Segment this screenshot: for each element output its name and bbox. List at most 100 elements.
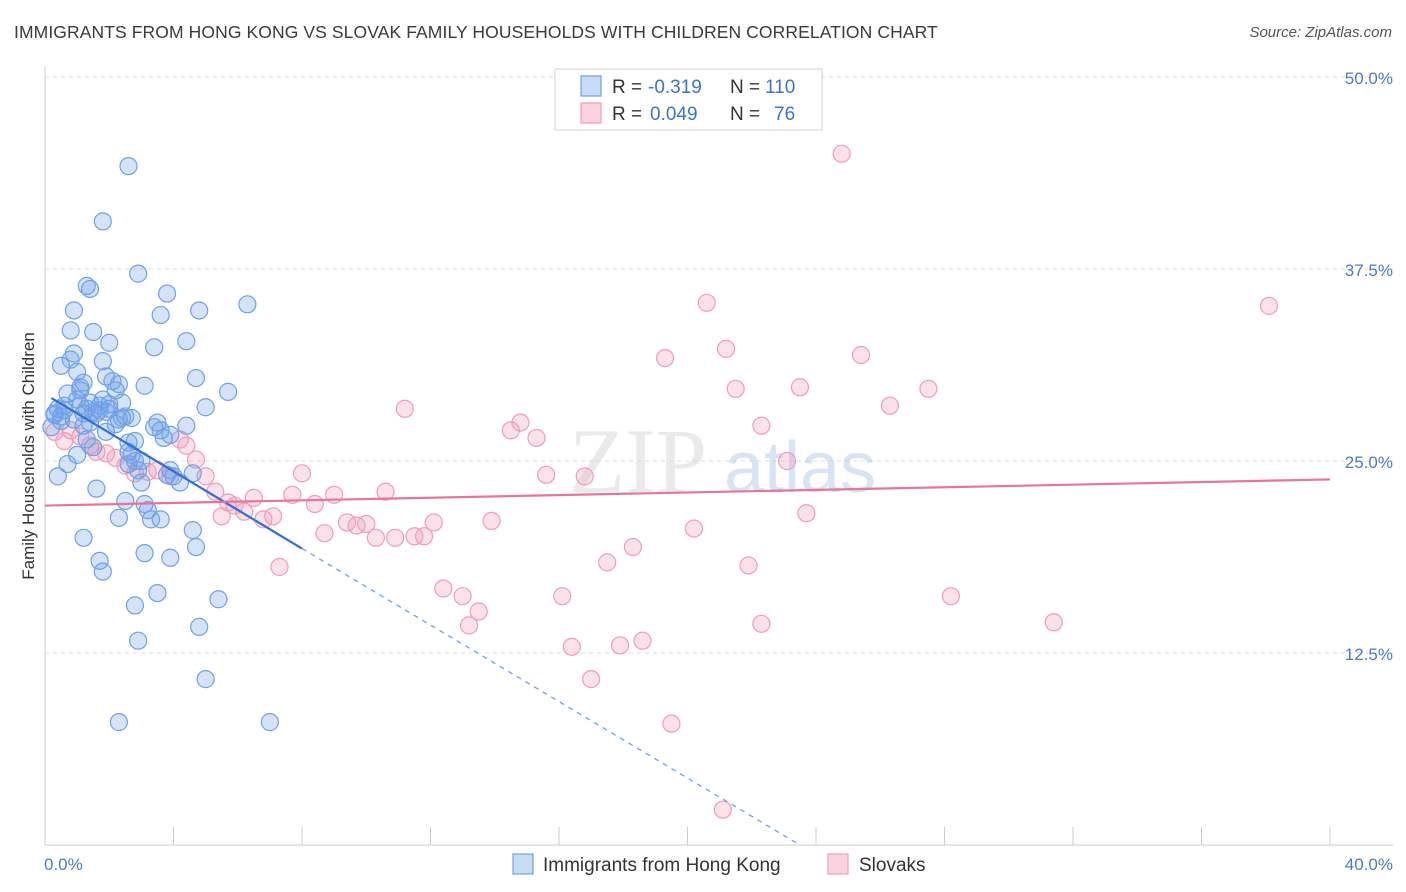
- legend-n-value-2: 76: [774, 104, 795, 125]
- chart-title: IMMIGRANTS FROM HONG KONG VS SLOVAK FAMI…: [14, 22, 938, 42]
- slovaks-point-36: [386, 528, 405, 547]
- slovaks-point-63: [716, 339, 736, 358]
- x-tick-label-1: 40.0%: [1345, 855, 1393, 874]
- slovaks-point-50: [553, 587, 572, 606]
- hong-kong-point-65: [84, 438, 103, 457]
- slovaks-point-22: [244, 488, 263, 507]
- y-tick-label-2: 37.5%: [1345, 261, 1393, 280]
- hong-kong-point-83: [129, 631, 148, 650]
- bottom-legend-pink-swatch: [827, 853, 849, 875]
- y-tick-label-3: 50.0%: [1345, 69, 1393, 88]
- slovaks-point-55: [610, 636, 630, 655]
- slovaks-point-77: [1259, 296, 1279, 315]
- hong-kong-point-75: [90, 551, 109, 570]
- watermark-atlas: atlas: [724, 428, 876, 508]
- legend-pink-swatch: [580, 102, 602, 124]
- hong-kong-point-84: [196, 670, 215, 689]
- y-tick-label-1: 25.0%: [1345, 453, 1393, 472]
- slovaks-point-52: [575, 467, 594, 486]
- legend-r-value-1: -0.319: [648, 77, 702, 98]
- hong-kong-point-11: [68, 362, 87, 382]
- slovaks-point-66: [752, 416, 771, 435]
- slovaks-point-61: [697, 293, 716, 312]
- slovaks-point-42: [453, 587, 472, 606]
- slovaks-point-33: [357, 514, 376, 534]
- legend-n-label-1: N =: [730, 77, 760, 98]
- hong-kong-trend-extension: [301, 547, 801, 846]
- hong-kong-point-51: [129, 264, 148, 283]
- trend-lines: [44, 397, 1331, 846]
- hong-kong-point-32: [132, 473, 151, 492]
- slovaks-point-25: [270, 557, 289, 577]
- hong-kong-point-72: [183, 521, 202, 540]
- slovaks-point-75: [941, 587, 961, 606]
- slovaks-point-64: [726, 379, 745, 398]
- hong-kong-point-50: [119, 156, 138, 176]
- hong-kong-point-107: [122, 408, 141, 428]
- slovaks-point-62: [713, 800, 732, 819]
- slovaks-point-38: [405, 527, 424, 546]
- slovaks-point-73: [880, 396, 899, 415]
- slovaks-point-24: [263, 507, 283, 526]
- slovaks-point-56: [623, 537, 642, 557]
- axes: [44, 66, 1393, 846]
- y-tick-label-0: 12.5%: [1345, 645, 1393, 664]
- slovaks-point-43: [459, 616, 479, 635]
- slovaks-point-69: [790, 378, 810, 397]
- hong-kong-point-82: [190, 617, 209, 636]
- slovaks-point-28: [305, 494, 324, 514]
- hong-kong-point-45: [93, 352, 112, 371]
- slovaks-point-68: [777, 451, 797, 471]
- x-tick-labels: 0.0% 40.0%: [44, 855, 1393, 874]
- slovaks-point-65: [739, 556, 758, 575]
- bottom-legend-blue-swatch: [512, 853, 534, 875]
- legend-r-label-2: R =: [612, 104, 642, 125]
- hong-kong-point-74: [74, 528, 93, 547]
- hong-kong-point-48: [77, 276, 96, 295]
- hong-kong-point-71: [151, 510, 170, 529]
- grid-lines: [45, 76, 1393, 654]
- hong-kong-point-52: [157, 284, 177, 303]
- hong-kong-point-106: [96, 367, 116, 386]
- hong-kong-point-70: [109, 508, 128, 527]
- slovaks-point-54: [598, 553, 617, 572]
- legend-r-label-1: R =: [612, 77, 642, 98]
- hong-kong-point-86: [260, 713, 279, 732]
- slovaks-point-48: [527, 428, 546, 448]
- hong-kong-point-59: [219, 382, 238, 401]
- slovaks-trend-line: [44, 478, 1331, 507]
- slovaks-point-26: [283, 485, 302, 504]
- slovaks-point-60: [684, 519, 704, 538]
- hong-kong-point-85: [109, 713, 128, 732]
- slovaks-point-49: [537, 465, 556, 484]
- source-credit: Source: ZipAtlas.com: [1249, 24, 1392, 41]
- hong-kong-point-67: [58, 454, 77, 474]
- slovaks-point-40: [424, 513, 443, 532]
- bottom-legend-blue-label: Immigrants from Hong Kong: [543, 855, 781, 876]
- slovaks-point-34: [366, 528, 385, 547]
- hong-kong-point-109: [80, 393, 100, 412]
- hong-kong-point-35: [141, 510, 161, 529]
- slovaks-point-76: [1044, 613, 1063, 632]
- hong-kong-point-77: [161, 548, 180, 567]
- slovaks-point-14: [177, 436, 196, 455]
- legend-n-label-2: N =: [730, 104, 760, 125]
- hong-kong-point-8: [64, 344, 84, 363]
- hong-kong-point-100: [161, 425, 180, 444]
- hong-kong-point-47: [80, 279, 100, 299]
- slovaks-point-29: [315, 524, 334, 543]
- x-tick-label-0: 0.0%: [44, 855, 83, 874]
- hong-kong-point-60: [196, 398, 215, 417]
- slovaks-point-51: [562, 637, 581, 656]
- slovaks-point-39: [414, 527, 434, 546]
- slovaks-point-72: [851, 345, 871, 365]
- slovaks-point-46: [501, 421, 520, 440]
- hong-kong-point-57: [238, 295, 257, 314]
- series-legend: Immigrants from Hong Kong Slovaks: [512, 853, 926, 876]
- hong-kong-trend-line: [50, 397, 303, 550]
- legend-n-value-1: 110: [765, 77, 795, 98]
- slovaks-point-27: [292, 464, 312, 483]
- hong-kong-point-54: [145, 338, 164, 357]
- bottom-legend-pink-label: Slovaks: [859, 855, 926, 876]
